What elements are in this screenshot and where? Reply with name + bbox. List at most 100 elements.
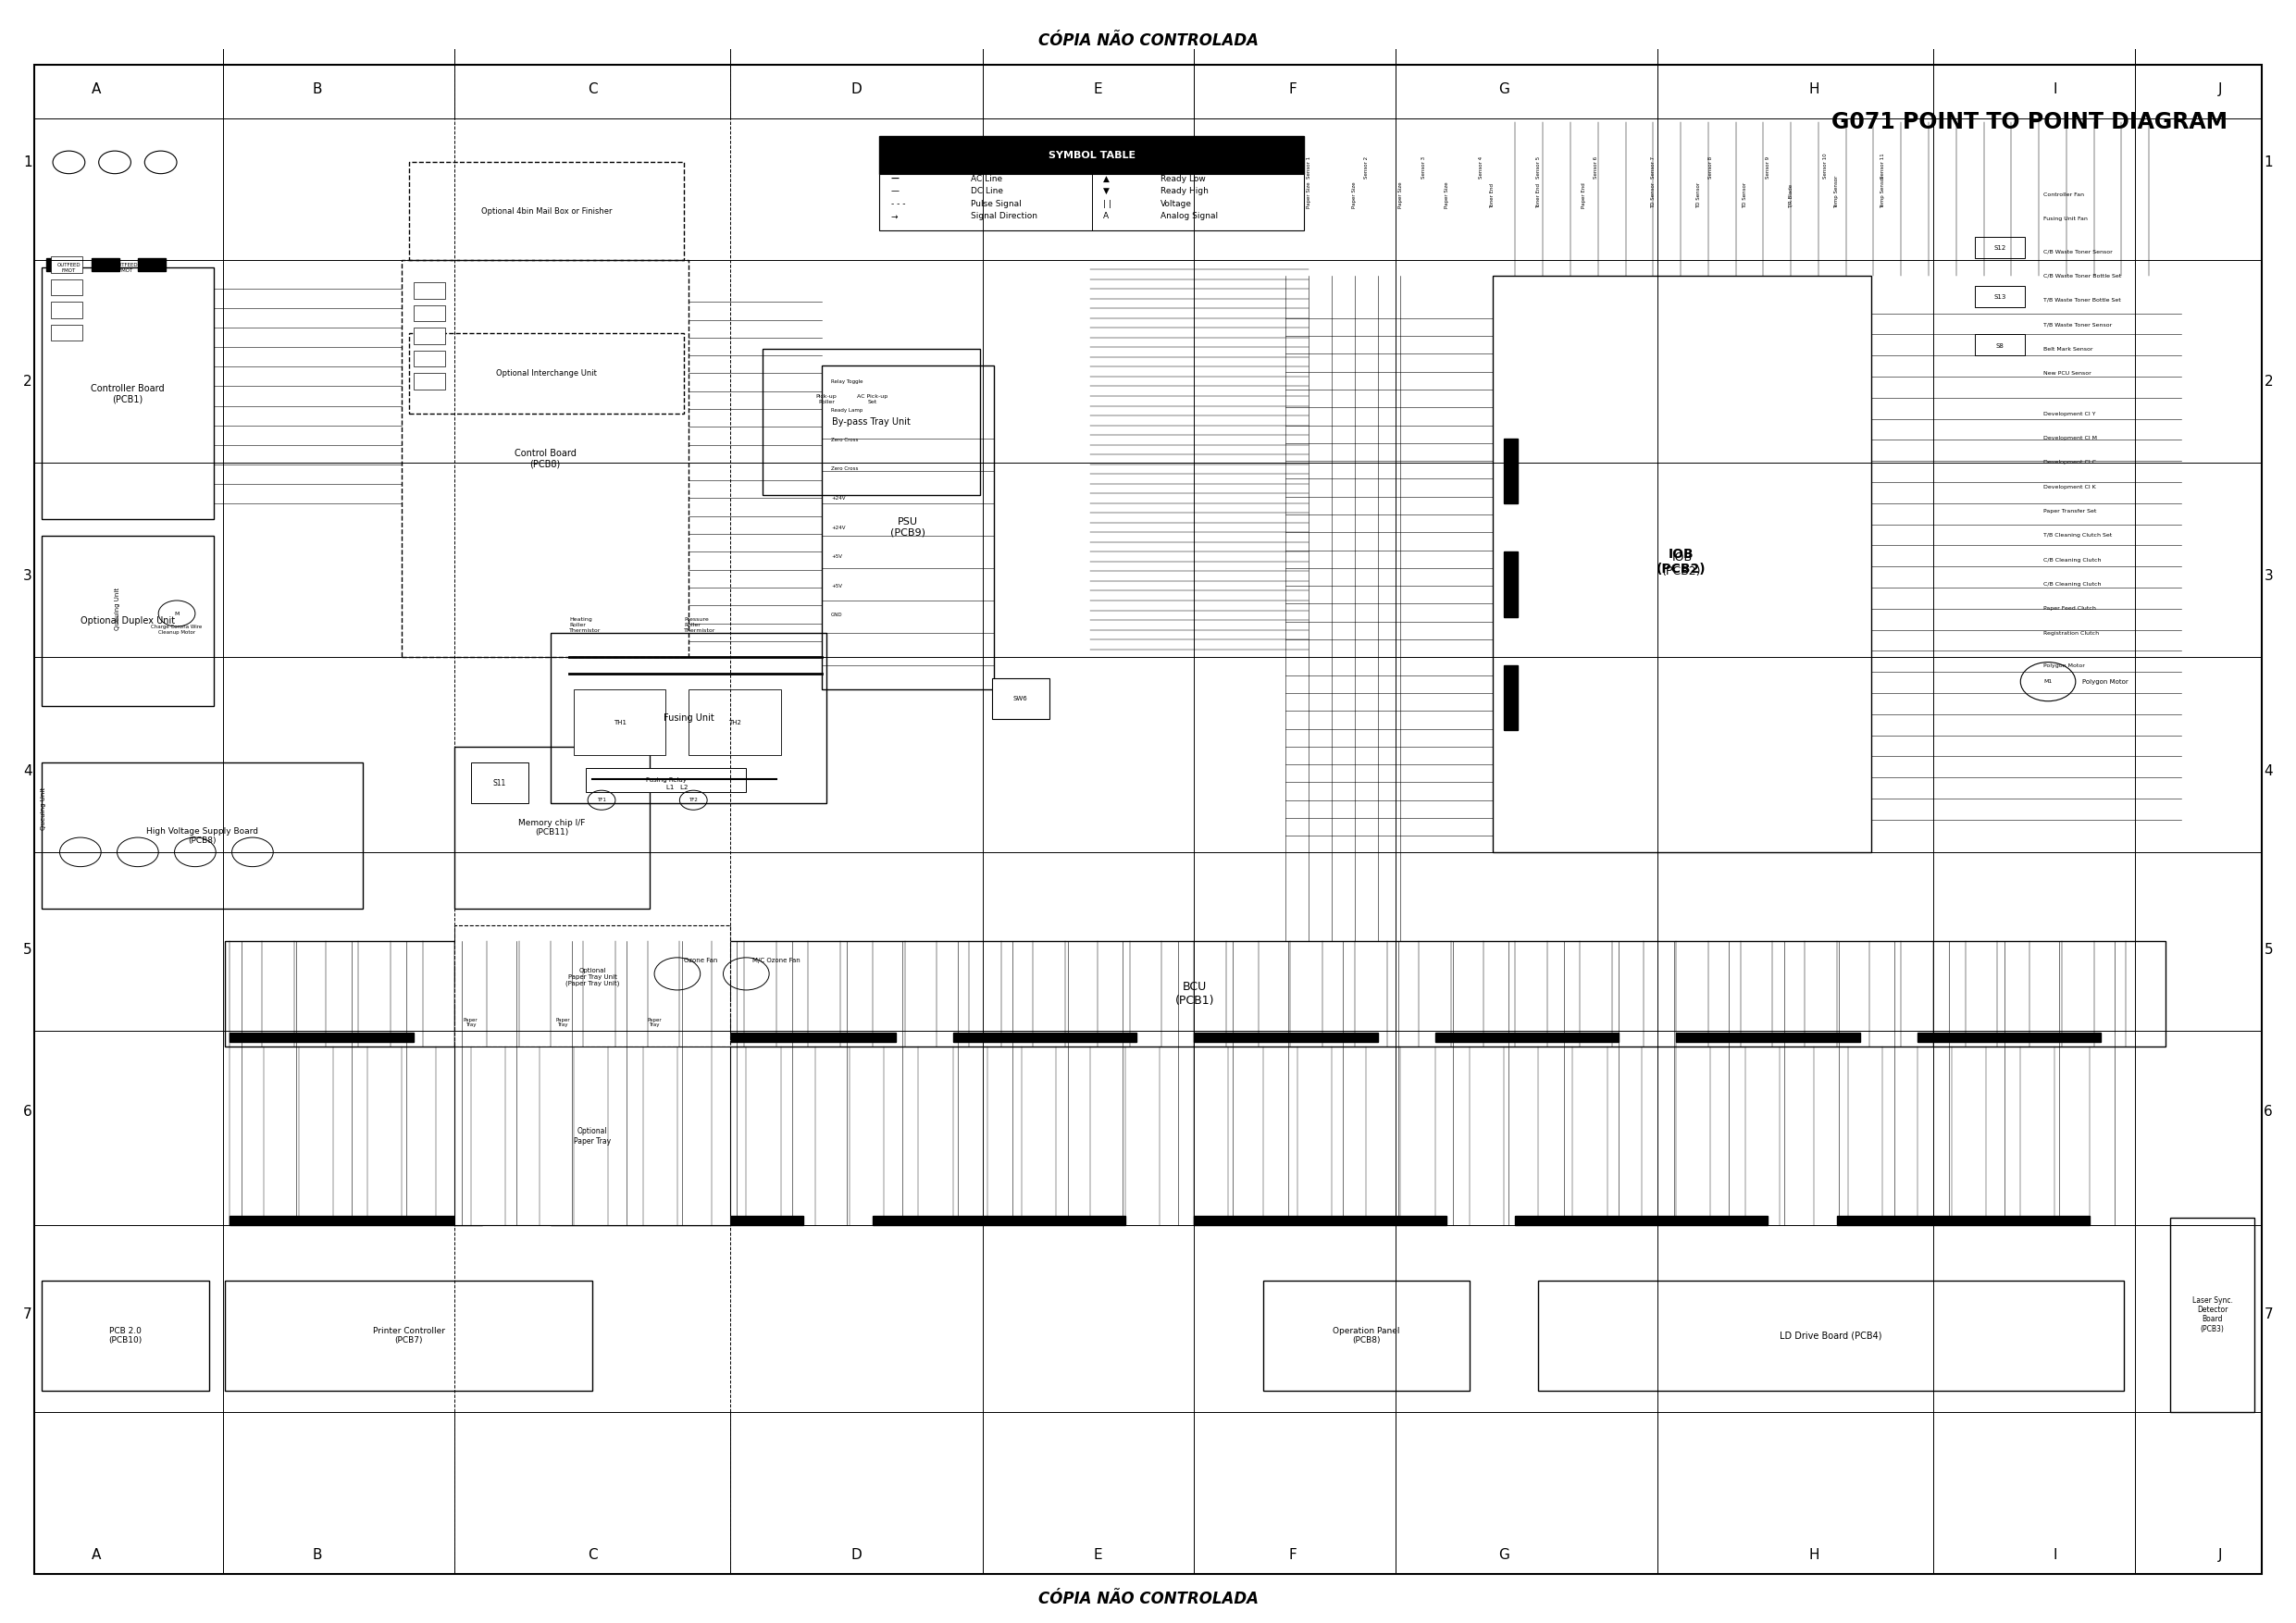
Bar: [872, 1216, 1125, 1225]
Text: AC Line: AC Line: [971, 175, 1003, 183]
Text: Sensor 7: Sensor 7: [1651, 156, 1655, 179]
Bar: [41, 268, 214, 519]
Text: SW6: SW6: [1013, 696, 1029, 701]
Text: H: H: [1809, 1548, 1818, 1561]
Text: Paper Size: Paper Size: [1444, 182, 1449, 208]
Bar: [409, 333, 684, 414]
Text: Control Board
(PCB8): Control Board (PCB8): [514, 448, 576, 469]
Text: Sensor 10: Sensor 10: [1823, 153, 1828, 179]
Text: Zero Cross: Zero Cross: [831, 438, 859, 441]
Text: Pressure
Roller
Thermistor: Pressure Roller Thermistor: [684, 617, 716, 633]
Text: T/B Cleaning Clutch Set: T/B Cleaning Clutch Set: [2043, 534, 2112, 537]
Bar: [41, 763, 363, 909]
Text: L1   L2: L1 L2: [666, 784, 689, 790]
Text: Fusing Relay: Fusing Relay: [645, 777, 687, 782]
Text: E: E: [1093, 1548, 1102, 1561]
Text: —: —: [891, 175, 900, 183]
Text: A: A: [92, 1548, 101, 1561]
Bar: [1504, 665, 1518, 730]
Text: Paper Size: Paper Size: [1398, 182, 1403, 208]
Bar: [409, 162, 684, 260]
Bar: [1263, 1281, 1469, 1391]
Bar: [689, 690, 781, 755]
Bar: [413, 351, 445, 367]
Text: CÓPIA NÃO CONTROLADA: CÓPIA NÃO CONTROLADA: [1038, 32, 1258, 49]
Bar: [41, 536, 214, 706]
Text: Relay Toggle: Relay Toggle: [831, 380, 863, 383]
Text: +5V: +5V: [831, 555, 843, 558]
Bar: [471, 1032, 654, 1042]
Text: J: J: [2218, 83, 2223, 96]
Text: D: D: [852, 83, 861, 96]
Text: S12: S12: [1993, 245, 2007, 252]
Text: M/C Ozone Fan: M/C Ozone Fan: [753, 958, 799, 964]
Text: Toner End: Toner End: [1490, 183, 1495, 208]
Text: Optional Interchange Unit: Optional Interchange Unit: [496, 368, 597, 378]
Text: 7: 7: [23, 1308, 32, 1321]
Text: +24V: +24V: [831, 497, 845, 500]
Text: A: A: [92, 83, 101, 96]
Text: Development Cl K: Development Cl K: [2043, 485, 2096, 489]
Text: Signal Direction: Signal Direction: [971, 213, 1038, 221]
Text: Controller Board
(PCB1): Controller Board (PCB1): [90, 383, 165, 404]
Text: LD Drive Board (PCB4): LD Drive Board (PCB4): [1779, 1331, 1883, 1341]
Text: Sensor 2: Sensor 2: [1364, 156, 1368, 179]
Text: Sensor 6: Sensor 6: [1593, 156, 1598, 179]
Text: TH2: TH2: [728, 719, 742, 725]
Text: Queuing Unit: Queuing Unit: [115, 588, 119, 630]
Text: High Voltage Supply Board
(PCB8): High Voltage Supply Board (PCB8): [147, 826, 257, 846]
Text: TD Sensor: TD Sensor: [1651, 182, 1655, 208]
Bar: [1917, 1032, 2101, 1042]
Text: TH1: TH1: [613, 719, 627, 725]
Bar: [455, 747, 650, 909]
Text: C: C: [588, 83, 597, 96]
Bar: [551, 1216, 804, 1225]
Bar: [471, 763, 528, 803]
Text: G071 POINT TO POINT DIAGRAM: G071 POINT TO POINT DIAGRAM: [1830, 110, 2227, 133]
Text: ▲: ▲: [1104, 175, 1109, 183]
Bar: [455, 925, 730, 1047]
Bar: [230, 1216, 482, 1225]
Text: Sensor 1: Sensor 1: [1306, 156, 1311, 179]
Text: S13: S13: [1993, 294, 2007, 300]
Text: 5: 5: [2264, 943, 2273, 956]
Text: Optional Duplex Unit: Optional Duplex Unit: [80, 617, 174, 625]
Text: +5V: +5V: [831, 584, 843, 588]
Bar: [1975, 286, 2025, 307]
Text: 2: 2: [2264, 375, 2273, 388]
Text: T/R Blade: T/R Blade: [1789, 183, 1793, 208]
Text: Sensor 4: Sensor 4: [1479, 156, 1483, 179]
Text: Heating
Roller
Thermistor: Heating Roller Thermistor: [569, 617, 602, 633]
Bar: [953, 1032, 1137, 1042]
Bar: [41, 1281, 209, 1391]
Text: I: I: [2053, 1548, 2057, 1561]
Bar: [1504, 552, 1518, 617]
Text: S8: S8: [1995, 342, 2004, 349]
Text: Queuing Unit: Queuing Unit: [41, 787, 46, 829]
Text: 2: 2: [23, 375, 32, 388]
Text: Polygon Motor: Polygon Motor: [2082, 678, 2128, 685]
Text: Paper
Tray: Paper Tray: [464, 1018, 478, 1027]
Text: Sensor 3: Sensor 3: [1421, 156, 1426, 179]
Bar: [1492, 276, 1871, 852]
Text: J: J: [2218, 1548, 2223, 1561]
Text: 3: 3: [2264, 570, 2273, 583]
Bar: [1194, 1032, 1378, 1042]
Bar: [230, 1032, 413, 1042]
Text: Paper End: Paper End: [1582, 182, 1587, 208]
Text: C: C: [588, 1548, 597, 1561]
Bar: [51, 256, 83, 273]
Bar: [551, 633, 827, 803]
Text: 1: 1: [2264, 156, 2273, 169]
Text: Charge Corona Wire
Cleanup Motor: Charge Corona Wire Cleanup Motor: [152, 625, 202, 635]
Text: Paper
Tray: Paper Tray: [647, 1018, 661, 1027]
Text: Registration Clutch: Registration Clutch: [2043, 631, 2099, 635]
Text: T/B Waste Toner Sensor: T/B Waste Toner Sensor: [2043, 323, 2112, 326]
Text: CÓPIA NÃO CONTROLADA: CÓPIA NÃO CONTROLADA: [1038, 1591, 1258, 1607]
Text: IOB
(PCB2): IOB (PCB2): [1655, 547, 1706, 576]
Text: Ready High: Ready High: [1162, 187, 1208, 195]
Text: ▼: ▼: [1104, 187, 1109, 195]
Text: Fusing Unit: Fusing Unit: [664, 714, 714, 722]
Bar: [574, 690, 666, 755]
Text: F: F: [1288, 83, 1297, 96]
